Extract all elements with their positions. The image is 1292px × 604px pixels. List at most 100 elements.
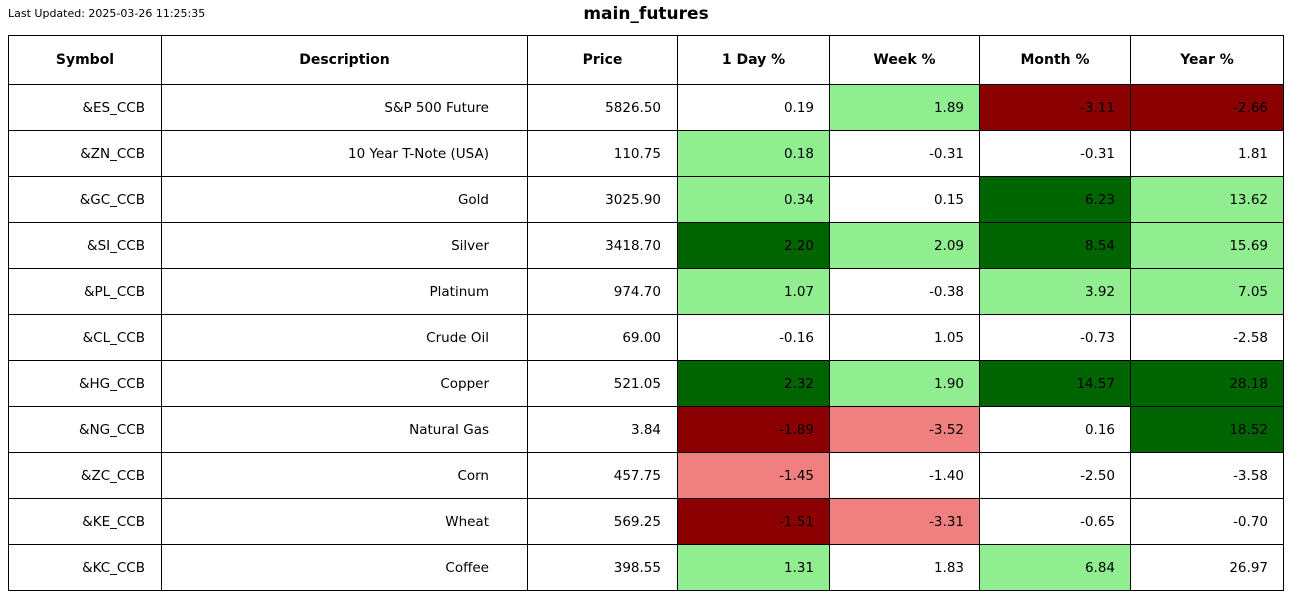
year-change-cell: -0.70 (1130, 498, 1284, 545)
week-change-cell: 1.90 (829, 360, 980, 407)
table-row: &GC_CCB Gold 3025.90 0.34 0.15 6.23 13.62 (8, 176, 1284, 223)
description-cell: Wheat (161, 498, 528, 545)
year-change-cell: 13.62 (1130, 176, 1284, 223)
description-cell: Coffee (161, 544, 528, 591)
description-cell: Copper (161, 360, 528, 407)
month-change-cell: 3.92 (979, 268, 1131, 315)
table-row: &HG_CCB Copper 521.05 2.32 1.90 14.57 28.18 (8, 360, 1284, 407)
description-cell: S&P 500 Future (161, 84, 528, 131)
year-change-cell: 15.69 (1130, 222, 1284, 269)
year-change-cell: 26.97 (1130, 544, 1284, 591)
description-cell: Natural Gas (161, 406, 528, 453)
week-change-cell: 2.09 (829, 222, 980, 269)
month-change-cell: 8.54 (979, 222, 1131, 269)
symbol-cell: &GC_CCB (8, 176, 162, 223)
column-header-year: Year % (1130, 35, 1284, 85)
table-row: &KE_CCB Wheat 569.25 -1.51 -3.31 -0.65 -0.70 (8, 498, 1284, 545)
week-change-cell: -3.31 (829, 498, 980, 545)
price-cell: 110.75 (527, 130, 678, 177)
table-row: &SI_CCB Silver 3418.70 2.20 2.09 8.54 15.69 (8, 222, 1284, 269)
header-row: Symbol Description Price 1 Day % Week % … (8, 35, 1284, 85)
table-body: &ES_CCB S&P 500 Future 5826.50 0.19 1.89 -3.1… (8, 84, 1284, 591)
month-change-cell: -0.73 (979, 314, 1131, 361)
table-row: &KC_CCB Coffee 398.55 1.31 1.83 6.84 26.97 (8, 544, 1284, 591)
page-title: main_futures (583, 4, 709, 24)
year-change-cell: 18.52 (1130, 406, 1284, 453)
week-change-cell: 1.83 (829, 544, 980, 591)
month-change-cell: 6.23 (979, 176, 1131, 223)
day-change-cell: -1.51 (677, 498, 830, 545)
column-header-symbol: Symbol (8, 35, 162, 85)
month-change-cell: 14.57 (979, 360, 1131, 407)
description-cell: Gold (161, 176, 528, 223)
symbol-cell: &PL_CCB (8, 268, 162, 315)
price-cell: 398.55 (527, 544, 678, 591)
table-row: &ZN_CCB 10 Year T-Note (USA) 110.75 0.18 -0.… (8, 130, 1284, 177)
symbol-cell: &KE_CCB (8, 498, 162, 545)
description-cell: 10 Year T-Note (USA) (161, 130, 528, 177)
description-cell: Platinum (161, 268, 528, 315)
day-change-cell: -1.89 (677, 406, 830, 453)
table-row: &ES_CCB S&P 500 Future 5826.50 0.19 1.89 -3.1… (8, 84, 1284, 131)
last-updated-timestamp: Last Updated: 2025-03-26 11:25:35 (8, 7, 206, 20)
month-change-cell: 6.84 (979, 544, 1131, 591)
symbol-cell: &ZN_CCB (8, 130, 162, 177)
price-cell: 521.05 (527, 360, 678, 407)
day-change-cell: 0.19 (677, 84, 830, 131)
day-change-cell: 0.34 (677, 176, 830, 223)
year-change-cell: -3.58 (1130, 452, 1284, 499)
price-cell: 3.84 (527, 406, 678, 453)
year-change-cell: 1.81 (1130, 130, 1284, 177)
day-change-cell: 1.31 (677, 544, 830, 591)
week-change-cell: -0.38 (829, 268, 980, 315)
year-change-cell: 7.05 (1130, 268, 1284, 315)
symbol-cell: &KC_CCB (8, 544, 162, 591)
month-change-cell: -3.11 (979, 84, 1131, 131)
price-cell: 3025.90 (527, 176, 678, 223)
column-header-month: Month % (979, 35, 1131, 85)
table-row: &CL_CCB Crude Oil 69.00 -0.16 1.05 -0.73 -2.58 (8, 314, 1284, 361)
table-row: &ZC_CCB Corn 457.75 -1.45 -1.40 -2.50 -3.58 (8, 452, 1284, 499)
week-change-cell: -0.31 (829, 130, 980, 177)
price-cell: 69.00 (527, 314, 678, 361)
column-header-description: Description (161, 35, 528, 85)
description-cell: Corn (161, 452, 528, 499)
day-change-cell: -1.45 (677, 452, 830, 499)
day-change-cell: 0.18 (677, 130, 830, 177)
month-change-cell: 0.16 (979, 406, 1131, 453)
price-cell: 974.70 (527, 268, 678, 315)
table-row: &NG_CCB Natural Gas 3.84 -1.89 -3.52 0.16 18.5… (8, 406, 1284, 453)
week-change-cell: -1.40 (829, 452, 980, 499)
table-row: &PL_CCB Platinum 974.70 1.07 -0.38 3.92 7.05 (8, 268, 1284, 315)
year-change-cell: -2.58 (1130, 314, 1284, 361)
symbol-cell: &CL_CCB (8, 314, 162, 361)
week-change-cell: 0.15 (829, 176, 980, 223)
futures-table: Symbol Description Price 1 Day % Week % … (8, 35, 1284, 591)
price-cell: 3418.70 (527, 222, 678, 269)
column-header-week: Week % (829, 35, 980, 85)
description-cell: Silver (161, 222, 528, 269)
year-change-cell: -2.66 (1130, 84, 1284, 131)
price-cell: 5826.50 (527, 84, 678, 131)
month-change-cell: -2.50 (979, 452, 1131, 499)
month-change-cell: -0.65 (979, 498, 1131, 545)
symbol-cell: &ES_CCB (8, 84, 162, 131)
day-change-cell: 1.07 (677, 268, 830, 315)
month-change-cell: -0.31 (979, 130, 1131, 177)
day-change-cell: 2.20 (677, 222, 830, 269)
description-cell: Crude Oil (161, 314, 528, 361)
year-change-cell: 28.18 (1130, 360, 1284, 407)
symbol-cell: &SI_CCB (8, 222, 162, 269)
week-change-cell: 1.89 (829, 84, 980, 131)
week-change-cell: -3.52 (829, 406, 980, 453)
price-cell: 457.75 (527, 452, 678, 499)
column-header-1day: 1 Day % (677, 35, 830, 85)
symbol-cell: &HG_CCB (8, 360, 162, 407)
price-cell: 569.25 (527, 498, 678, 545)
column-header-price: Price (527, 35, 678, 85)
day-change-cell: -0.16 (677, 314, 830, 361)
symbol-cell: &NG_CCB (8, 406, 162, 453)
symbol-cell: &ZC_CCB (8, 452, 162, 499)
week-change-cell: 1.05 (829, 314, 980, 361)
